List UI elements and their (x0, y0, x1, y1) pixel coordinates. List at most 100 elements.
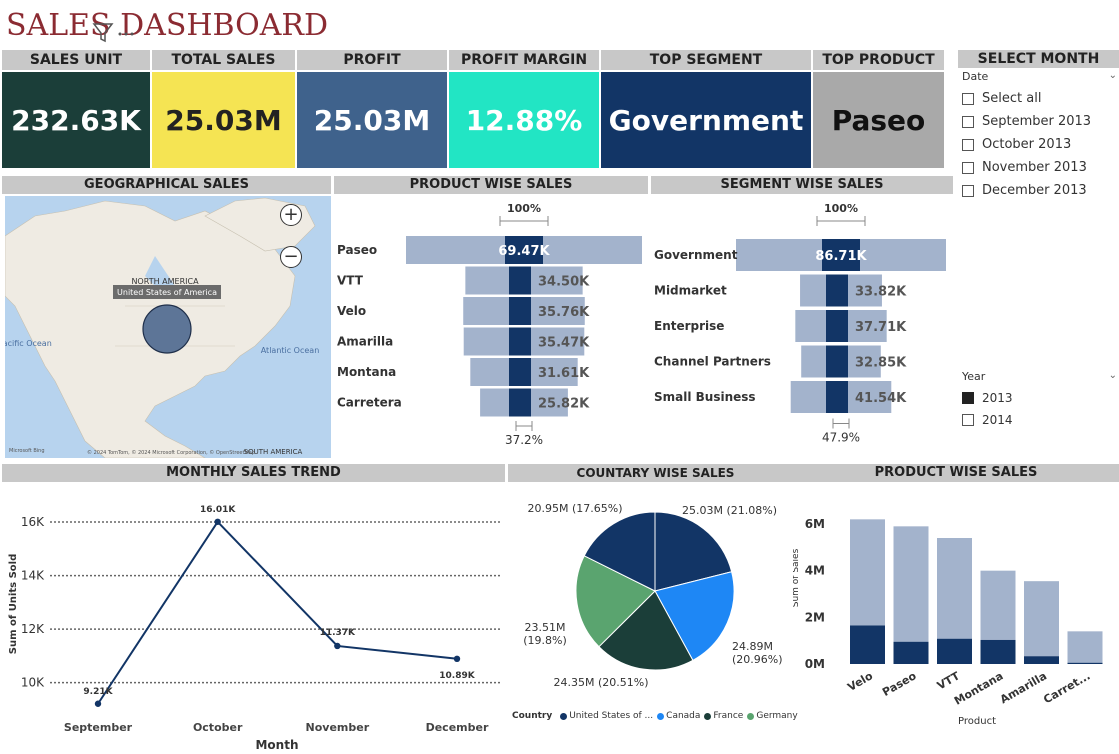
funnel-bracket (832, 418, 850, 429)
checkbox[interactable] (962, 115, 974, 128)
checkbox[interactable] (962, 392, 974, 404)
checkbox[interactable] (962, 414, 974, 426)
country-header: COUNTARY WISE SALES (508, 464, 803, 482)
bar-segment[interactable] (937, 638, 972, 664)
pie-label: 25.03M (21.08%) (682, 504, 777, 517)
checkbox[interactable] (962, 161, 974, 174)
funnel-label: Enterprise (654, 319, 724, 333)
pie-legend: Country United States of ... Canada France G… (512, 708, 802, 724)
year-option[interactable]: 2013 (962, 387, 1117, 409)
funnel-bracket (816, 216, 866, 226)
legend-item[interactable]: Canada (666, 711, 701, 721)
funnel-label: Velo (337, 304, 366, 318)
pacific-label: Pacific Ocean (5, 339, 52, 348)
funnel-value: 25.82K (538, 397, 590, 412)
funnel-bar-fill (822, 239, 860, 271)
kpi-card: TOP PRODUCT Paseo (813, 50, 944, 168)
product-bars-header: PRODUCT WISE SALES (793, 464, 1119, 482)
funnel-label: Midmarket (654, 284, 727, 298)
trend-chart: 10K 12K 14K 16K 9.21K September 16.01K October 1… (8, 505, 502, 752)
x-tick-label: December (426, 721, 489, 734)
x-tick-label: November (306, 721, 370, 734)
trend-point[interactable] (214, 518, 221, 525)
bar-total[interactable] (1024, 581, 1059, 664)
trend-point[interactable] (453, 655, 461, 663)
date-field-label: Date (962, 70, 989, 83)
funnel-bar-fill (826, 310, 848, 342)
pie-slice[interactable] (583, 511, 656, 592)
chevron-down-icon[interactable]: ⌄ (1108, 370, 1117, 381)
pie-label: (19.8%) (523, 634, 567, 647)
map[interactable]: NORTH AMERICA United States of America P… (5, 196, 331, 458)
kpi-card: TOP SEGMENT Government (601, 50, 811, 168)
funnel-bar-fill (505, 236, 543, 264)
bar-total[interactable] (1067, 631, 1103, 664)
kpi-row: SALES UNIT 232.63K TOTAL SALES 25.03M PROFIT… (2, 50, 952, 168)
trend-header: MONTHLY SALES TREND (2, 464, 505, 482)
bar-total[interactable] (893, 526, 929, 664)
legend-title: Country (512, 711, 553, 721)
legend-item[interactable]: United States of ... (569, 711, 654, 721)
y-tick-label: 2M (805, 610, 825, 624)
funnel-value: 33.82K (855, 285, 907, 300)
month-slicer: Date ⌄ Select all September 2013 October 2… (962, 70, 1117, 202)
y-tick-label: 16K (21, 515, 45, 529)
x-tick-label: VTT (935, 669, 963, 692)
funnel-bottom-pct: 47.9% (822, 431, 860, 445)
pie-label: 23.51M (525, 621, 566, 634)
bar-segment[interactable] (1067, 662, 1103, 664)
legend-item[interactable]: France (713, 711, 744, 721)
bar-segment[interactable] (1024, 656, 1059, 664)
map-bubble[interactable] (142, 304, 192, 354)
month-option-label: December 2013 (982, 183, 1087, 198)
month-option-label: October 2013 (982, 137, 1072, 152)
chevron-down-icon[interactable]: ⌄ (1108, 70, 1117, 81)
month-option[interactable]: Select all (962, 87, 1117, 110)
pie-slice[interactable] (654, 571, 735, 662)
kpi-card: PROFIT 25.03M (297, 50, 447, 168)
kpi-value: 12.88% (449, 72, 599, 168)
x-tick-label: Paseo (880, 669, 919, 699)
funnel-value: 37.71K (855, 320, 907, 335)
trend-point[interactable] (94, 700, 102, 707)
pie-label: 24.35M (20.51%) (553, 676, 648, 689)
pie-slice[interactable] (598, 590, 694, 671)
month-option[interactable]: September 2013 (962, 110, 1117, 133)
year-option[interactable]: 2014 (962, 409, 1117, 431)
funnel-label: Carretera (337, 396, 402, 410)
checkbox[interactable] (962, 184, 974, 197)
legend-dot (657, 712, 665, 720)
pie-slice[interactable] (575, 555, 656, 648)
legend-item[interactable]: Germany (756, 711, 798, 721)
pie-slice[interactable] (654, 511, 733, 592)
checkbox[interactable] (962, 138, 974, 151)
funnel-value: 86.71K (815, 249, 867, 264)
filter-icon[interactable] (92, 20, 152, 44)
zoom-in-button[interactable]: + (280, 204, 302, 226)
x-axis-title: Month (255, 738, 298, 752)
y-axis-title: Sum of Units Sold (8, 554, 19, 654)
trend-point[interactable] (334, 642, 341, 650)
month-option[interactable]: December 2013 (962, 179, 1117, 202)
funnel-bottom-pct: 37.2% (505, 433, 543, 447)
funnel-label: Amarilla (337, 335, 393, 349)
trend-data-label: 10.89K (439, 671, 475, 681)
month-option[interactable]: November 2013 (962, 156, 1117, 179)
year-option-label: 2014 (982, 413, 1013, 427)
pie-label: 20.95M (17.65%) (527, 502, 622, 515)
select-month-header: SELECT MONTH (958, 50, 1119, 68)
funnel-bar-fill (826, 274, 848, 307)
funnel-bar-fill (826, 381, 848, 413)
funnel-value: 34.50K (538, 275, 590, 290)
bar-segment[interactable] (893, 641, 929, 664)
month-option[interactable]: October 2013 (962, 133, 1117, 156)
segment-funnel-chart: 100% Government 86.71K Midmarket 33.82K Enter… (654, 202, 946, 445)
funnel-bar-fill (509, 388, 531, 417)
funnel-value: 31.61K (538, 366, 590, 381)
bar-segment[interactable] (980, 639, 1016, 664)
zoom-out-button[interactable]: − (280, 246, 302, 268)
bar-segment[interactable] (850, 625, 885, 665)
product-funnel-header: PRODUCT WISE SALES (334, 176, 648, 194)
kpi-label: TOP PRODUCT (813, 50, 944, 70)
checkbox[interactable] (962, 92, 974, 105)
